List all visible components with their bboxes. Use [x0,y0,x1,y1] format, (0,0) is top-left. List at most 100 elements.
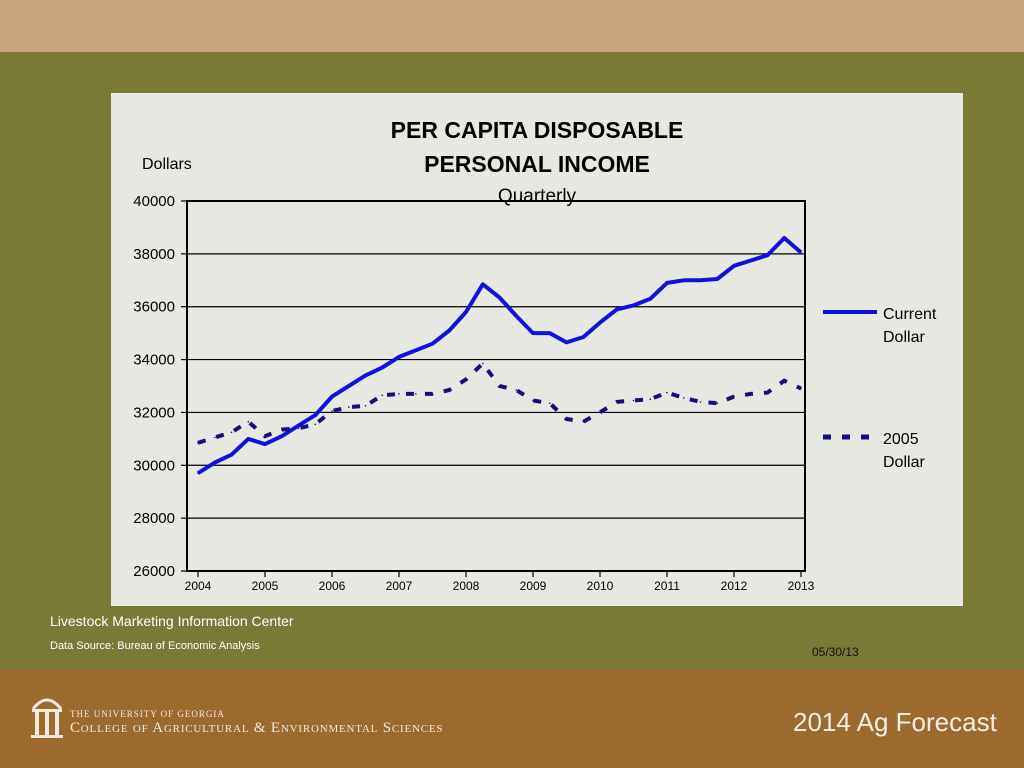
data-point [616,401,618,403]
y-tick-label: 32000 [133,404,175,421]
legend-2005-dollar-label-2: Dollar [883,454,925,471]
data-point [465,378,467,381]
data-point [381,366,384,369]
x-tick-label: 2005 [252,579,279,593]
data-point [716,278,719,280]
y-tick-label: 30000 [133,457,175,474]
series-current-dollar-points [197,237,802,475]
data-point [683,397,685,399]
y-axis-ticks: 26000 28000 30000 32000 34000 36000 38000 40000 [133,193,187,580]
data-point [498,296,501,299]
data-point [699,279,702,282]
data-point [264,435,266,438]
chart-title-line1: PER CAPITA DISPOSABLE [391,117,684,143]
center-name: Livestock Marketing Information Center [50,613,294,629]
y-axis-label: Dollars [142,156,192,173]
data-point [632,304,635,307]
data-point [599,411,601,414]
data-point [398,356,400,358]
slide-date: 05/30/13 [812,645,859,659]
plot-area-border [186,200,806,572]
university-name: THE UNIVERSITY OF GEORGIA [70,709,225,719]
y-tick-label: 26000 [133,563,175,580]
data-point [297,424,300,427]
data-point [582,420,585,423]
data-point [281,428,283,431]
data-point [214,461,216,464]
data-point [364,405,367,407]
data-point [331,410,333,412]
legend-current-dollar-label-1: Current [883,306,937,323]
series-current-dollar-line [196,236,803,475]
data-source: Data Source: Bureau of Economic Analysis [50,640,260,652]
data-point [482,283,484,286]
data-point [783,379,786,382]
data-point [515,389,518,391]
y-tick-label: 28000 [133,510,175,527]
data-point [381,394,384,397]
data-point [800,251,802,254]
x-tick-label: 2006 [319,579,346,593]
data-point [364,374,367,377]
x-tick-label: 2012 [721,579,748,593]
x-tick-label: 2008 [453,579,480,593]
data-point [264,443,266,445]
data-point [348,385,350,387]
series-2005-dollar-points [197,362,802,444]
data-point [683,279,685,282]
data-point [532,332,534,334]
data-point [197,442,199,444]
data-point [800,387,802,390]
data-point [482,362,484,365]
data-point [733,395,735,398]
x-axis-ticks: 2004 2005 2006 2007 2008 2009 2010 2011 2012 2013 [185,571,815,593]
data-point [733,265,735,267]
bottom-banner [0,670,1024,768]
data-point [297,427,300,430]
x-tick-label: 2013 [788,579,815,593]
data-point [498,385,501,387]
data-point [766,254,769,256]
data-point [247,438,250,440]
data-point [565,341,568,344]
x-tick-label: 2010 [587,579,614,593]
data-point [616,308,618,311]
college-name: College of Agricultural & Environmental … [70,720,444,736]
data-point [448,329,451,332]
data-point [649,298,652,300]
data-point [247,420,250,423]
data-point [750,393,752,395]
data-point [582,336,585,338]
data-point [632,399,635,402]
data-point [314,414,317,416]
legend-2005-dollar-label-1: 2005 [883,431,919,448]
data-point [230,453,233,456]
data-point [565,418,568,420]
data-point [783,237,786,239]
chart-title-line2: PERSONAL INCOME [424,151,650,177]
data-point [716,402,719,405]
data-point [515,315,518,317]
income-line-chart: PER CAPITA DISPOSABLE PERSONAL INCOME Qu… [133,117,937,593]
chart-subtitle: Quarterly [498,186,577,207]
y-tick-label: 40000 [133,193,175,210]
data-point [448,389,451,391]
data-point [214,436,216,439]
series-2005-dollar-line [197,360,802,445]
data-point [666,391,668,394]
y-tick-label: 34000 [133,352,175,369]
top-banner [0,0,1024,52]
x-tick-label: 2007 [386,579,413,593]
forecast-title: 2014 Ag Forecast [793,707,997,737]
data-point [599,321,601,324]
data-point [649,398,652,401]
data-point [750,259,752,262]
data-point [431,393,434,395]
gridlines [187,253,805,519]
data-point [666,282,668,284]
legend-current-dollar-label-2: Dollar [883,329,925,346]
data-point [549,402,551,405]
data-point [766,391,769,394]
data-point [197,472,199,475]
data-point [314,423,317,426]
